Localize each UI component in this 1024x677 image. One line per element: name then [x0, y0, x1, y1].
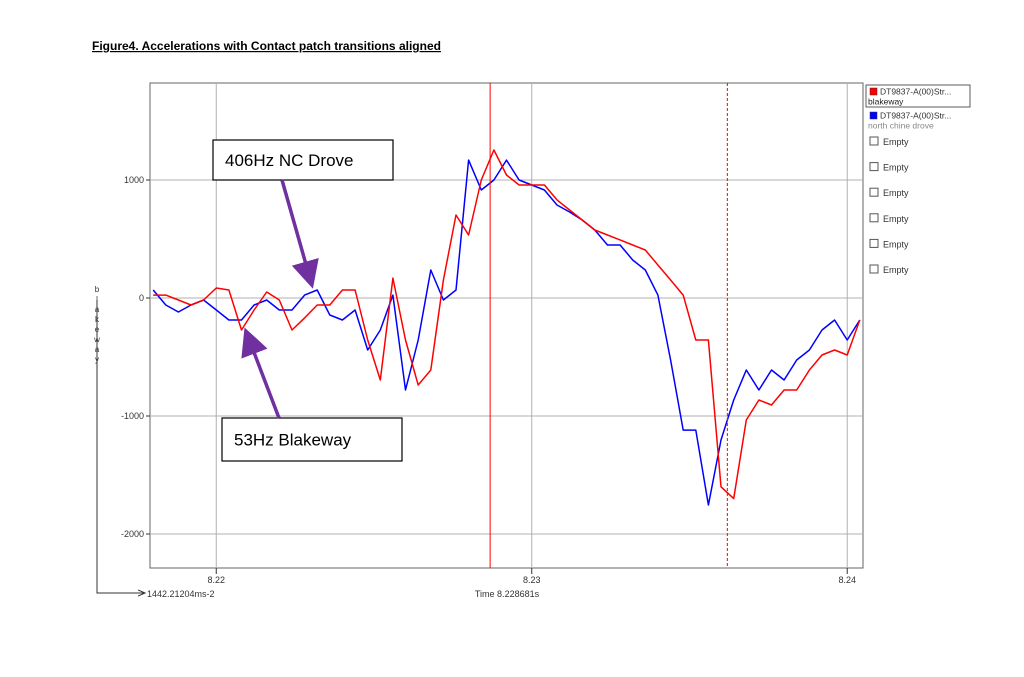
readout: 1442.21204ms-2	[147, 589, 215, 599]
y-tick-label: -1000	[121, 411, 144, 421]
x-tick-label: 8.24	[838, 575, 856, 585]
series-line	[153, 149, 861, 500]
y-tick-label: 1000	[124, 175, 144, 185]
annotation-arrow	[280, 179, 319, 289]
legend-empty: Empty	[883, 239, 909, 249]
legend-checkbox	[869, 162, 879, 172]
annotation-arrow	[241, 327, 281, 419]
legend-checkbox	[869, 238, 879, 248]
legend-empty: Empty	[883, 188, 909, 198]
axis-arrow	[96, 300, 145, 593]
legend-label: blakeway	[868, 97, 904, 107]
annotation-box	[212, 139, 394, 181]
legend-empty: Empty	[883, 163, 909, 173]
legend-source: DT9837-A(00)Str...	[880, 111, 951, 121]
legend	[866, 83, 970, 283]
legend-source: DT9837-A(00)Str...	[880, 87, 951, 97]
legend-label: north chine drove	[868, 121, 934, 131]
legend-checkbox	[869, 187, 879, 197]
annotation: 53Hz Blakeway	[234, 431, 352, 450]
y-axis-label: blakeway	[93, 285, 102, 365]
legend-focus	[865, 84, 971, 108]
legend-swatch	[869, 87, 878, 96]
series-line	[152, 159, 861, 506]
annotation: 406Hz NC Drove	[225, 151, 354, 170]
x-axis-label: Time 8.228681s	[475, 589, 540, 599]
x-tick-label: 8.22	[207, 575, 225, 585]
chart-title: Figure4. Accelerations with Contact patc…	[92, 39, 441, 53]
legend-checkbox	[869, 213, 879, 223]
y-tick-label: -2000	[121, 529, 144, 539]
legend-empty: Empty	[883, 265, 909, 275]
legend-checkbox	[869, 264, 879, 274]
legend-empty: Empty	[883, 214, 909, 224]
x-tick-label: 8.23	[523, 575, 541, 585]
annotation-box	[221, 417, 403, 462]
legend-empty: Empty	[883, 137, 909, 147]
y-tick-label: 0	[139, 293, 144, 303]
legend-checkbox	[869, 136, 879, 146]
legend-swatch	[869, 111, 878, 120]
